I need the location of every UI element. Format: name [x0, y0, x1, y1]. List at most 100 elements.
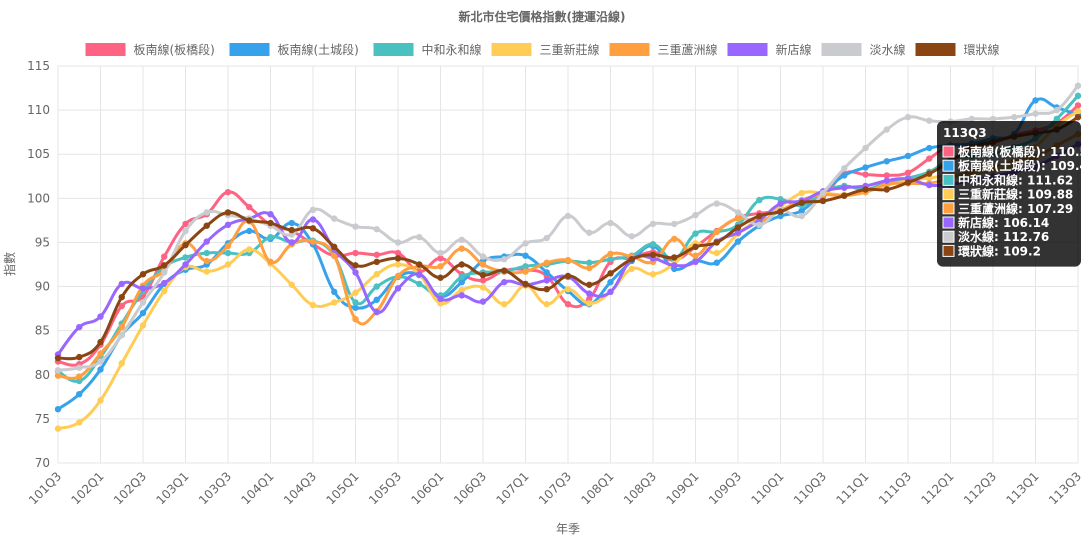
data-point	[543, 259, 550, 266]
data-point	[352, 289, 359, 296]
data-point	[649, 251, 657, 258]
legend-item: 板南線(土城段)	[229, 42, 359, 57]
data-point	[203, 238, 210, 245]
y-tick-label: 70	[35, 456, 50, 470]
data-point	[713, 249, 720, 257]
data-point	[1074, 102, 1082, 109]
legend-label: 環狀線	[964, 42, 1000, 57]
data-point	[437, 274, 444, 281]
data-point	[161, 279, 168, 287]
data-point	[543, 269, 550, 276]
x-tick-label: 110Q1	[748, 469, 786, 507]
data-point	[182, 227, 189, 235]
data-point	[692, 243, 699, 251]
data-point	[416, 271, 423, 278]
y-tick-label: 95	[35, 235, 50, 249]
data-point	[1074, 107, 1082, 115]
data-point	[841, 184, 848, 191]
series-8	[54, 113, 1082, 362]
data-point	[883, 126, 890, 133]
data-point	[76, 390, 83, 398]
data-point	[394, 272, 402, 280]
data-point	[798, 212, 805, 220]
data-point	[97, 366, 104, 373]
data-point	[76, 353, 83, 361]
x-tick-label: 104Q1	[238, 469, 276, 507]
data-point	[862, 186, 869, 193]
data-point	[501, 301, 508, 308]
data-point	[989, 115, 997, 123]
data-point	[394, 255, 402, 262]
data-point	[458, 278, 465, 286]
tooltip-swatch	[942, 173, 955, 186]
data-point	[734, 229, 742, 236]
data-point	[734, 238, 742, 245]
data-point	[373, 251, 380, 258]
data-point	[671, 235, 678, 243]
data-point	[437, 263, 444, 270]
x-tick-label: 110Q3	[791, 469, 829, 507]
data-point	[649, 241, 657, 248]
series-layer	[54, 82, 1082, 432]
y-tick-label: 75	[35, 412, 50, 426]
data-point	[862, 164, 869, 171]
data-point	[692, 211, 699, 219]
tooltip-swatch	[942, 159, 955, 172]
data-point	[182, 241, 189, 249]
tooltip-swatch	[942, 202, 955, 215]
data-point	[97, 358, 104, 365]
data-point	[819, 189, 827, 197]
data-point	[862, 144, 869, 152]
y-tick-label: 115	[27, 59, 50, 73]
tooltip-line: 板南線(板橋段): 110.53	[958, 144, 1085, 159]
data-point	[437, 300, 444, 307]
legend-swatch	[609, 43, 650, 56]
data-point	[692, 230, 699, 237]
data-point	[76, 373, 83, 380]
data-point	[607, 278, 614, 286]
tooltip-swatch	[942, 188, 955, 201]
legend-label: 板南線(板橋段)	[134, 42, 215, 57]
data-point	[649, 271, 657, 278]
legend-swatch	[491, 43, 532, 56]
data-point	[288, 219, 295, 227]
data-point	[841, 172, 848, 179]
data-point	[373, 308, 380, 316]
data-point	[862, 171, 869, 178]
data-point	[309, 238, 317, 245]
data-point	[373, 258, 380, 266]
data-point	[394, 261, 402, 268]
data-point	[373, 296, 380, 303]
tooltip-line: 板南線(土城段): 109.46	[958, 158, 1085, 173]
legend-label: 三重新莊線	[540, 42, 600, 57]
data-point	[522, 280, 529, 288]
data-point	[224, 209, 232, 216]
data-point	[139, 322, 147, 329]
data-point	[713, 228, 720, 236]
x-tick-label: 106Q3	[451, 469, 489, 507]
data-point	[267, 233, 274, 241]
legend-swatch	[229, 43, 270, 56]
data-point	[161, 253, 168, 260]
data-point	[841, 192, 848, 199]
data-point	[671, 220, 678, 228]
data-point	[671, 254, 678, 261]
data-point	[649, 220, 657, 228]
data-point	[76, 323, 83, 331]
data-point	[734, 224, 742, 231]
x-tick-label: 103Q3	[196, 469, 234, 507]
data-point	[76, 419, 83, 426]
data-point	[1074, 113, 1082, 121]
data-point	[458, 236, 465, 243]
data-point	[564, 272, 572, 280]
data-point	[437, 255, 444, 262]
legend-item: 三重新莊線	[491, 42, 600, 57]
data-point	[777, 196, 784, 203]
data-point	[777, 212, 784, 220]
data-point	[352, 299, 359, 306]
data-point	[904, 152, 912, 160]
x-axis-ticks: 101Q3 102Q1 102Q3 103Q1 103Q3 104Q1 104Q3 105Q1…	[26, 469, 1084, 507]
legend-swatch	[821, 43, 862, 56]
x-tick-label: 109Q3	[706, 469, 744, 507]
